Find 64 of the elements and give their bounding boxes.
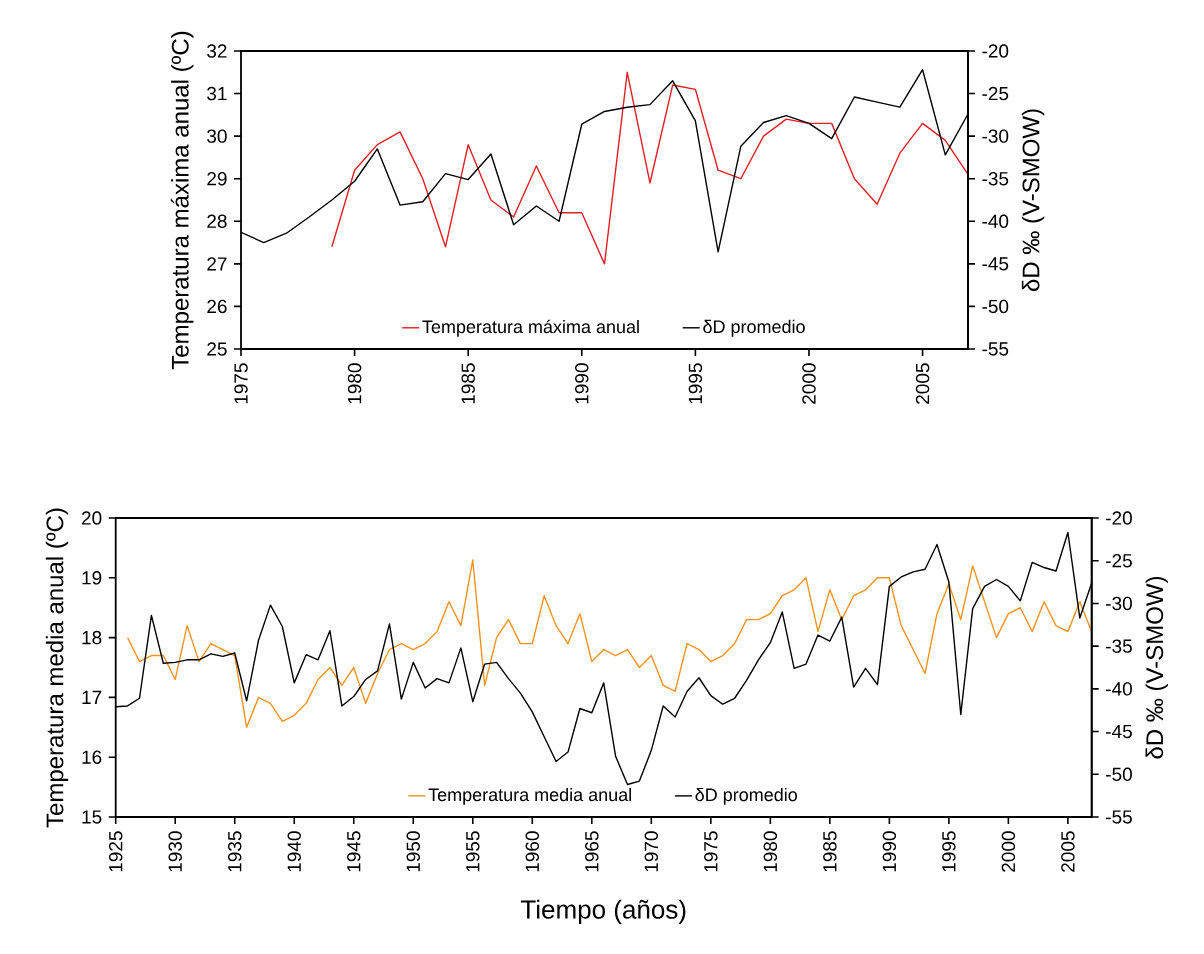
y-tick-label: 15 [82,810,102,824]
y-tick-label: 18 [82,630,102,645]
x-tick-label: 1955 [466,831,480,872]
x-tick-label: 1965 [585,831,599,872]
y-tick-label: 26 [207,299,227,314]
x-tick-label: 1990 [575,363,589,404]
y-tick-label: 31 [207,86,227,101]
y-tick-label: 17 [82,690,102,704]
y2-tick-label: -55 [1106,810,1132,824]
y-tick-label: 27 [207,257,227,271]
x-tick-label: 1995 [688,363,703,404]
x-tick-label: 2000 [1001,831,1016,872]
y-tick-label: 25 [207,342,227,356]
legend-label: Temperatura máxima anual [422,319,639,337]
y2-tick-label: -35 [982,171,1009,186]
y2-tick-label: -50 [1106,767,1132,782]
x-tick-label: 1985 [823,831,837,872]
x-axis-title: Tiempo (años) [520,899,686,924]
y2-tick-label: -50 [982,299,1009,314]
y2-tick-label: -45 [982,257,1009,271]
x-tick-label: 1930 [168,831,182,872]
x-tick-label: 1940 [287,831,301,872]
y2-axis-title: δD ‰ (V-SMOW) [1145,576,1168,759]
x-tick-label: 1970 [644,831,659,872]
legend-label: Temperatura media anual [428,787,631,805]
y-tick-label: 29 [207,171,227,186]
y2-tick-label: -55 [982,342,1009,356]
x-tick-label: 2005 [1061,831,1075,872]
line-series [331,71,969,265]
x-tick-label: 1975 [234,363,248,404]
y-tick-label: 20 [81,511,102,525]
y-axis-title: Temperatura máxima anual (ºC) [170,31,194,370]
y2-tick-label: -20 [1106,511,1132,525]
y-tick-label: 16 [82,750,102,764]
x-tick-label: 2000 [802,363,816,404]
y2-tick-label: -30 [1106,596,1132,611]
y-tick-label: 28 [207,214,227,229]
y2-tick-label: -35 [1106,639,1132,653]
y-tick-label: 30 [207,129,227,143]
x-tick-label: 1960 [525,831,540,872]
y2-axis-title: δD ‰ (V-SMOW) [1021,109,1045,291]
x-tick-label: 1975 [704,831,718,872]
legend-label: δD promedio [695,787,797,805]
legend-label: δD promedio [703,319,805,337]
y2-tick-label: -20 [982,44,1009,58]
x-tick-label: 1980 [347,363,362,404]
y2-tick-label: -40 [1106,682,1132,696]
y2-tick-label: -25 [1106,553,1132,568]
x-tick-label: 1985 [461,363,475,404]
y2-tick-label: -30 [982,129,1009,143]
y-axis-title: Temperatura media anual (ºC) [45,508,69,828]
y2-tick-label: -40 [982,214,1009,229]
x-tick-label: 1945 [347,831,361,872]
x-tick-label: 1995 [942,831,956,872]
y2-tick-label: -45 [1106,724,1132,739]
x-tick-label: 2005 [915,363,930,404]
x-tick-label: 1925 [108,831,123,872]
x-tick-label: 1950 [406,831,420,872]
y-tick-label: 19 [82,571,102,585]
y-tick-label: 32 [207,44,227,58]
x-tick-label: 1935 [228,831,242,872]
x-tick-label: 1980 [763,831,778,872]
x-tick-label: 1990 [882,831,897,872]
y2-tick-label: -25 [982,86,1009,101]
